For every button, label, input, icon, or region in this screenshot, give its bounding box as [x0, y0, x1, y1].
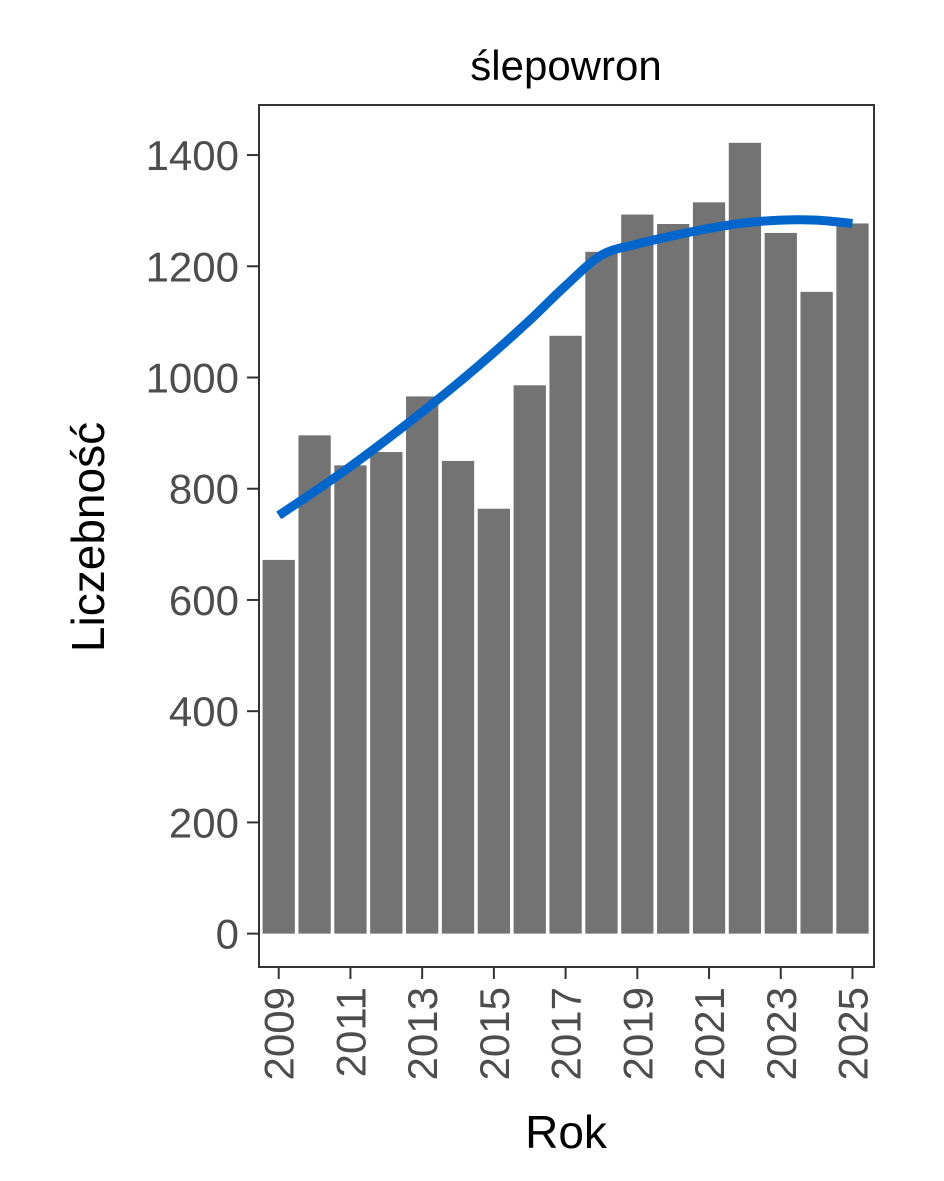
x-axis: 2009 2011 2013 2015 2017 2019 2021 2023 2025	[256, 967, 876, 1080]
y-tick-label-400: 400	[169, 688, 239, 735]
bar-2015	[477, 508, 511, 934]
y-axis-title: Liczebność	[62, 422, 114, 652]
x-tick-label-2015: 2015	[471, 987, 518, 1080]
bar-2022	[728, 142, 762, 934]
bar-2019	[621, 214, 654, 934]
bar-2010	[298, 435, 331, 934]
bar-2021	[692, 202, 726, 934]
bar-2014	[441, 460, 475, 934]
bars	[262, 142, 869, 934]
bar-2024	[800, 291, 833, 934]
bar-2011	[334, 465, 367, 934]
x-tick-label-2025: 2025	[829, 987, 876, 1080]
y-tick-label-800: 800	[169, 466, 239, 513]
x-tick-label-2017: 2017	[543, 987, 590, 1080]
bar-2016	[513, 385, 546, 934]
chart-title: ślepowron	[470, 42, 661, 89]
x-tick-label-2023: 2023	[758, 987, 805, 1080]
bar-2012	[370, 452, 403, 934]
y-tick-label-200: 200	[169, 799, 239, 846]
y-tick-label-1400: 1400	[146, 132, 239, 179]
y-tick-label-0: 0	[216, 911, 239, 958]
bar-2018	[585, 251, 618, 934]
y-axis: 0 200 400 600 800 1000 1200 1400	[146, 132, 259, 958]
x-tick-label-2013: 2013	[399, 987, 446, 1080]
x-tick-label-2021: 2021	[686, 987, 733, 1080]
bar-2013	[406, 396, 439, 934]
bar-2020	[657, 224, 690, 934]
y-tick-label-1000: 1000	[146, 355, 239, 402]
bar-2023	[764, 232, 797, 934]
trend-line	[276, 215, 853, 520]
x-axis-title: Rok	[525, 1106, 608, 1158]
x-tick-label-2011: 2011	[327, 987, 374, 1077]
bar-2017	[549, 335, 582, 934]
bar-2025	[836, 223, 869, 934]
bar-2009	[262, 559, 295, 934]
x-tick-label-2009: 2009	[256, 987, 303, 1080]
y-tick-label-1200: 1200	[146, 243, 239, 290]
x-tick-label-2019: 2019	[614, 987, 661, 1080]
y-tick-label-600: 600	[169, 577, 239, 624]
